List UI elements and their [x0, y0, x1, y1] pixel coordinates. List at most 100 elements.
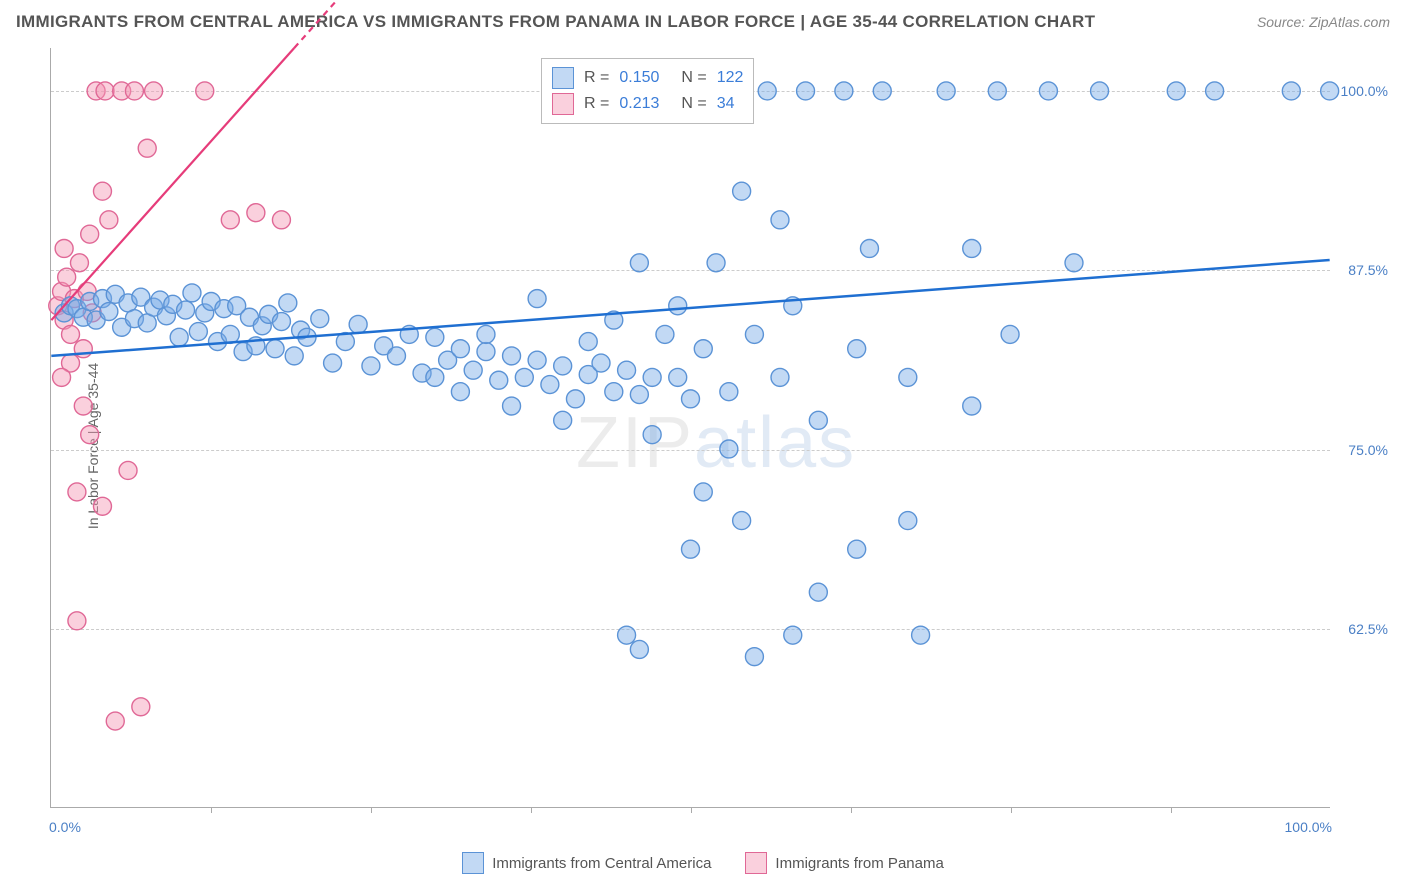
legend-n-label: N =: [681, 69, 706, 87]
data-point: [579, 333, 597, 351]
legend-n-label: N =: [681, 95, 706, 113]
data-point: [74, 397, 92, 415]
data-point: [426, 368, 444, 386]
data-point: [177, 301, 195, 319]
y-tick-label: 75.0%: [1334, 442, 1388, 458]
data-point: [55, 240, 73, 258]
data-point: [477, 343, 495, 361]
data-point: [247, 204, 265, 222]
data-point: [93, 182, 111, 200]
data-point: [720, 440, 738, 458]
data-point: [758, 82, 776, 100]
data-point: [771, 368, 789, 386]
plot-area: ZIPatlas 62.5%75.0%87.5%100.0% 0.0% 100.…: [50, 48, 1330, 808]
data-point: [963, 397, 981, 415]
data-point: [899, 512, 917, 530]
data-point: [96, 82, 114, 100]
y-tick-label: 100.0%: [1334, 83, 1388, 99]
legend-n-value: 34: [717, 95, 735, 113]
data-point: [694, 340, 712, 358]
legend-swatch: [745, 852, 767, 874]
legend-r-label: R =: [584, 95, 609, 113]
data-point: [349, 315, 367, 333]
legend-label: Immigrants from Panama: [775, 855, 943, 872]
data-point: [618, 361, 636, 379]
data-point: [835, 82, 853, 100]
data-point: [1321, 82, 1339, 100]
data-point: [93, 497, 111, 515]
data-point: [503, 347, 521, 365]
data-point: [771, 211, 789, 229]
data-point: [592, 354, 610, 372]
data-point: [68, 612, 86, 630]
data-point: [70, 254, 88, 272]
data-point: [170, 328, 188, 346]
data-point: [119, 461, 137, 479]
data-point: [694, 483, 712, 501]
data-point: [189, 323, 207, 341]
x-tick: [371, 807, 372, 813]
data-point: [809, 411, 827, 429]
x-tick: [851, 807, 852, 813]
chart-title: IMMIGRANTS FROM CENTRAL AMERICA VS IMMIG…: [16, 12, 1095, 32]
data-point: [643, 368, 661, 386]
data-point: [183, 284, 201, 302]
data-point: [797, 82, 815, 100]
x-tick: [211, 807, 212, 813]
data-point: [605, 383, 623, 401]
data-point: [899, 368, 917, 386]
data-point: [784, 626, 802, 644]
source-label: Source: ZipAtlas.com: [1257, 14, 1390, 30]
data-point: [541, 376, 559, 394]
x-tick: [1171, 807, 1172, 813]
legend-r-value: 0.213: [619, 95, 659, 113]
legend-swatch: [552, 67, 574, 89]
data-point: [279, 294, 297, 312]
data-point: [81, 225, 99, 243]
data-point: [682, 390, 700, 408]
data-point: [682, 540, 700, 558]
legend-label: Immigrants from Central America: [492, 855, 711, 872]
y-tick-label: 62.5%: [1334, 621, 1388, 637]
data-point: [630, 254, 648, 272]
data-point: [311, 310, 329, 328]
data-point: [912, 626, 930, 644]
data-point: [528, 351, 546, 369]
x-max-label: 100.0%: [1285, 819, 1332, 835]
data-point: [62, 325, 80, 343]
chart-container: IMMIGRANTS FROM CENTRAL AMERICA VS IMMIG…: [0, 0, 1406, 892]
data-point: [285, 347, 303, 365]
data-point: [272, 313, 290, 331]
data-point: [53, 368, 71, 386]
data-point: [362, 357, 380, 375]
data-point: [630, 640, 648, 658]
data-point: [196, 82, 214, 100]
legend-item: Immigrants from Central America: [462, 852, 711, 874]
data-point: [656, 325, 674, 343]
data-point: [809, 583, 827, 601]
data-point: [515, 368, 533, 386]
data-point: [1167, 82, 1185, 100]
data-point: [554, 357, 572, 375]
legend-row: R =0.150N =122: [552, 65, 743, 91]
data-point: [81, 426, 99, 444]
data-point: [451, 340, 469, 358]
legend-n-value: 122: [717, 69, 744, 87]
data-point: [272, 211, 290, 229]
data-point: [860, 240, 878, 258]
data-point: [848, 340, 866, 358]
data-point: [221, 211, 239, 229]
legend-swatch: [552, 93, 574, 115]
plot-svg: [51, 48, 1330, 807]
data-point: [554, 411, 572, 429]
data-point: [988, 82, 1006, 100]
data-point: [451, 383, 469, 401]
bottom-legend: Immigrants from Central America Immigrant…: [0, 852, 1406, 874]
title-bar: IMMIGRANTS FROM CENTRAL AMERICA VS IMMIG…: [16, 12, 1390, 32]
data-point: [566, 390, 584, 408]
data-point: [720, 383, 738, 401]
data-point: [138, 139, 156, 157]
data-point: [1206, 82, 1224, 100]
data-point: [848, 540, 866, 558]
data-point: [937, 82, 955, 100]
